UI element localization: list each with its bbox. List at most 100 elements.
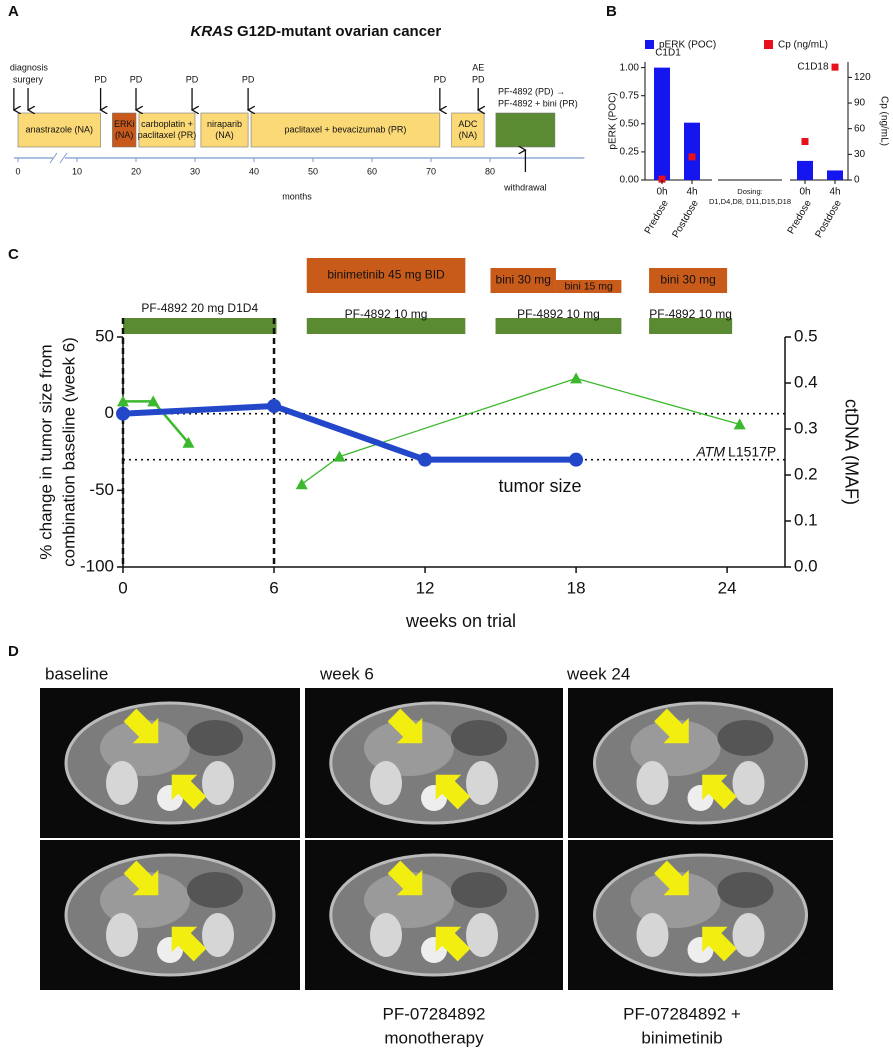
arrow [171, 774, 207, 810]
tumor-point [418, 452, 433, 467]
treatment-label: carboplatin + [141, 119, 193, 129]
panel-label: B [606, 3, 617, 20]
ctdna-point [570, 372, 583, 384]
y-tick-label: 0.00 [620, 175, 640, 186]
timepoint-label: Postdose [814, 198, 845, 240]
ct-kidney [466, 761, 498, 805]
x-tick-label: 30 [190, 166, 200, 176]
withdrawal-label: withdrawal [503, 182, 547, 192]
bar [827, 170, 843, 180]
tumor-point [116, 406, 130, 421]
y2-tick-label: 30 [854, 149, 866, 160]
point [801, 138, 809, 146]
ct-bowel [187, 720, 243, 756]
y2-tick-label: 0.1 [794, 510, 818, 529]
ct-kidney [466, 913, 498, 957]
bar [797, 160, 813, 180]
group-label: C1D18 [797, 62, 829, 73]
event-label: PD [186, 74, 199, 84]
bini-bar [649, 268, 728, 293]
y2-tick-label: 0 [854, 175, 860, 186]
y2-tick-label: 0.0 [794, 556, 818, 575]
point [688, 153, 696, 161]
legend-swatch [764, 40, 773, 49]
pf-label: PF-4892 10 mg [649, 307, 732, 321]
scale-label: 120 mm [793, 805, 811, 811]
dosing-note: Dosing: [737, 187, 762, 196]
ct-kidney [370, 913, 402, 957]
x-tick-label: 0h [656, 187, 667, 198]
scale-label: 120 mm [793, 957, 811, 963]
ct-kidney [202, 761, 234, 805]
pf-bar [649, 318, 733, 334]
ct-bowel [717, 720, 774, 756]
ct-kidney [106, 761, 138, 805]
ctdna-point [733, 418, 746, 430]
x-tick-label: 4h [829, 187, 840, 198]
treatment-bar [138, 112, 196, 148]
event-label: surgery [13, 74, 44, 84]
arrow [654, 860, 689, 896]
x-tick-label: 0 [118, 578, 127, 597]
ct-kidney [636, 913, 669, 957]
pf-label: PF-4892 10 mg [345, 307, 428, 321]
arrow [702, 774, 737, 810]
bini-label: bini 30 mg [496, 273, 551, 287]
arrow [387, 860, 423, 896]
y-tick-label: -50 [89, 480, 114, 499]
arrow [702, 926, 737, 962]
axis-label: months [282, 191, 312, 201]
ctdna-point [147, 395, 160, 407]
bini-label: binimetinib 45 mg BID [327, 268, 445, 282]
final-label: PF-4892 (PD) → [498, 86, 565, 96]
y2-tick-label: 0.4 [794, 372, 818, 391]
treatment-bar [112, 112, 137, 148]
y-tick-label: 0.75 [620, 90, 640, 101]
bar [684, 122, 700, 180]
ctdna-point [117, 395, 129, 407]
event-label: PD [434, 74, 447, 84]
break-mark [59, 152, 68, 164]
event-label: PD [242, 74, 255, 84]
y2-tick-label: 0.2 [794, 464, 818, 483]
caption: monotherapy [384, 1028, 484, 1047]
x-tick-label: 80 [485, 166, 495, 176]
ct-kidney [370, 761, 402, 805]
ct-image: 120 mm [305, 840, 563, 990]
pf-label: PF-4892 20 mg D1D4 [141, 301, 258, 315]
x-axis-label: weeks on trial [405, 611, 516, 631]
column-title: baseline [45, 664, 108, 683]
y2-tick-label: 60 [854, 123, 866, 134]
y-tick-label: 1.00 [620, 62, 640, 73]
series-label: tumor size [498, 476, 581, 496]
legend-label: Cp (ng/mL) [778, 40, 828, 51]
column-title: week 6 [319, 664, 374, 683]
legend-swatch [645, 40, 654, 49]
scale-label: 120 mm [523, 805, 541, 811]
bini-label: bini 15 mg [564, 280, 613, 292]
bini-bar [306, 258, 466, 293]
x-tick-label: 40 [249, 166, 259, 176]
dosing-note: D1,D4,D8, D11,D15,D18 [709, 197, 791, 206]
pf-bar [306, 318, 466, 334]
panel-label: C [8, 246, 19, 263]
y-axis-label: pERK (POC) [608, 92, 619, 149]
column-title: week 24 [566, 664, 630, 683]
x-tick-label: 18 [567, 578, 586, 597]
treatment-bar [451, 112, 485, 148]
point [831, 63, 839, 71]
point [658, 175, 666, 183]
treatment-label: (NA) [115, 130, 134, 140]
title-gene: KRAS [190, 23, 233, 40]
tumor-point [267, 399, 282, 413]
treatment-label: niraparib [207, 119, 242, 129]
ct-bowel [187, 872, 243, 908]
y2-axis-label: Cp (ng/mL) [878, 96, 889, 146]
y-tick-label: 0.25 [620, 147, 640, 158]
treatment-label: ERKi [114, 119, 135, 129]
event-label: PD [94, 74, 107, 84]
event-label: PD [130, 74, 143, 84]
title-rest: G12D-mutant ovarian cancer [237, 23, 441, 40]
ct-image: 120 mm [568, 688, 833, 838]
